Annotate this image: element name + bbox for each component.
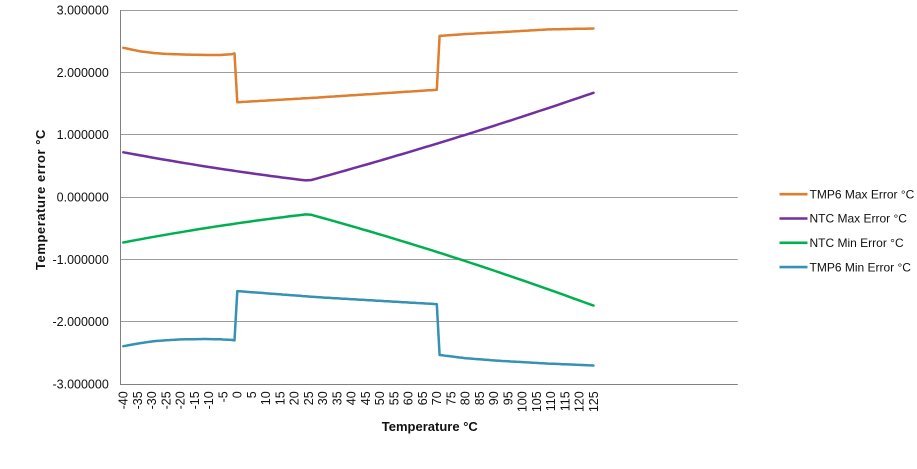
svg-text:110: 110 [544,391,558,411]
svg-text:25: 25 [302,391,316,405]
svg-text:-30: -30 [145,391,159,409]
svg-text:5: 5 [245,391,259,398]
svg-text:90: 90 [487,391,501,405]
svg-text:-25: -25 [159,391,173,409]
svg-text:-3.000000: -3.000000 [52,378,108,392]
svg-text:80: 80 [459,391,473,405]
svg-text:TMP6 Max Error °C: TMP6 Max Error °C [810,187,915,201]
svg-text:-5: -5 [216,391,230,402]
svg-text:20: 20 [288,391,302,405]
svg-text:70: 70 [430,391,444,405]
svg-text:30: 30 [316,391,330,405]
svg-text:NTC Max Error °C: NTC Max Error °C [810,212,908,226]
svg-text:-35: -35 [131,391,145,409]
svg-text:0: 0 [231,391,245,398]
svg-text:60: 60 [402,391,416,405]
svg-text:2.000000: 2.000000 [57,66,109,80]
svg-text:105: 105 [530,391,544,412]
svg-text:115: 115 [558,391,572,411]
svg-text:TMP6 Min Error °C: TMP6 Min Error °C [810,260,912,274]
svg-text:3.000000: 3.000000 [57,4,109,18]
svg-text:-2.000000: -2.000000 [52,315,108,329]
svg-text:50: 50 [373,391,387,405]
svg-text:95: 95 [501,391,515,405]
svg-text:Temperature °C: Temperature °C [382,419,479,434]
svg-text:85: 85 [473,391,487,405]
svg-text:55: 55 [387,391,401,405]
svg-text:65: 65 [416,391,430,405]
svg-text:10: 10 [259,391,273,405]
svg-text:NTC Min Error °C: NTC Min Error °C [810,236,904,250]
svg-text:Temperature error °C: Temperature error °C [33,129,48,270]
svg-text:15: 15 [273,391,287,405]
svg-text:-15: -15 [188,391,202,409]
svg-text:100: 100 [516,391,530,412]
svg-text:75: 75 [444,391,458,405]
svg-text:-40: -40 [117,391,131,409]
svg-text:45: 45 [359,391,373,405]
svg-text:0.000000: 0.000000 [57,191,109,205]
svg-text:-1.000000: -1.000000 [52,253,108,267]
svg-text:-10: -10 [202,391,216,409]
svg-text:-20: -20 [174,391,188,409]
svg-text:40: 40 [345,391,359,405]
svg-text:35: 35 [330,391,344,405]
svg-text:125: 125 [587,391,601,412]
svg-text:120: 120 [573,391,587,412]
svg-text:1.000000: 1.000000 [57,128,109,142]
